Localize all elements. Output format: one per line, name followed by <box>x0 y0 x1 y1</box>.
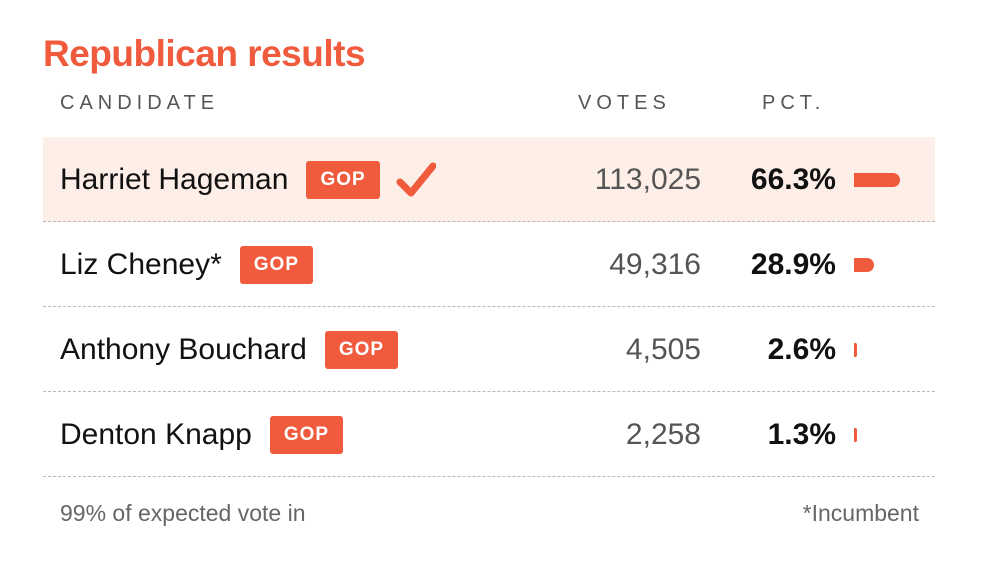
table-row: Harriet Hageman GOP 113,025 66.3% <box>43 137 935 222</box>
vote-count: 4,505 <box>625 333 701 366</box>
party-badge: GOP <box>269 415 344 454</box>
vote-count: 49,316 <box>609 248 701 281</box>
column-header-votes: VOTES <box>578 92 671 114</box>
vote-count: 2,258 <box>625 418 701 451</box>
party-badge: GOP <box>306 160 380 199</box>
results-table: Harriet Hageman GOP 113,025 66.3% Liz Ch… <box>43 137 935 477</box>
percent-bar <box>854 428 857 442</box>
candidate-name: Harriet Hageman <box>60 162 289 196</box>
candidate-name: Anthony Bouchard <box>60 332 307 366</box>
checkmark-icon <box>396 162 436 196</box>
column-header-candidate: CANDIDATE <box>60 92 220 114</box>
percent-bar <box>854 173 900 187</box>
candidate-name: Liz Cheney* <box>60 247 222 281</box>
results-title: Republican results <box>43 33 366 74</box>
candidate-cell: Denton Knapp GOP <box>60 392 344 477</box>
party-badge: GOP <box>324 330 399 369</box>
candidate-cell: Harriet Hageman GOP <box>60 137 436 222</box>
party-badge: GOP <box>239 245 313 284</box>
percent-bar <box>854 258 875 272</box>
vote-percent: 1.3% <box>767 418 836 451</box>
table-row: Liz Cheney* GOP 49,316 28.9% <box>43 222 935 307</box>
percent-bar <box>854 343 857 357</box>
table-row: Anthony Bouchard GOP 4,505 2.6% <box>43 307 935 392</box>
reporting-status: 99% of expected vote in <box>60 500 306 526</box>
table-row: Denton Knapp GOP 2,258 1.3% <box>43 392 935 477</box>
vote-percent: 28.9% <box>750 248 836 281</box>
vote-percent: 2.6% <box>767 333 836 366</box>
candidate-cell: Anthony Bouchard GOP <box>60 307 399 392</box>
incumbent-note: *Incumbent <box>802 500 919 526</box>
candidate-name: Denton Knapp <box>60 417 252 451</box>
vote-count: 113,025 <box>594 163 701 196</box>
column-header-pct: PCT. <box>762 92 826 114</box>
candidate-cell: Liz Cheney* GOP <box>60 222 313 307</box>
vote-percent: 66.3% <box>750 163 836 196</box>
